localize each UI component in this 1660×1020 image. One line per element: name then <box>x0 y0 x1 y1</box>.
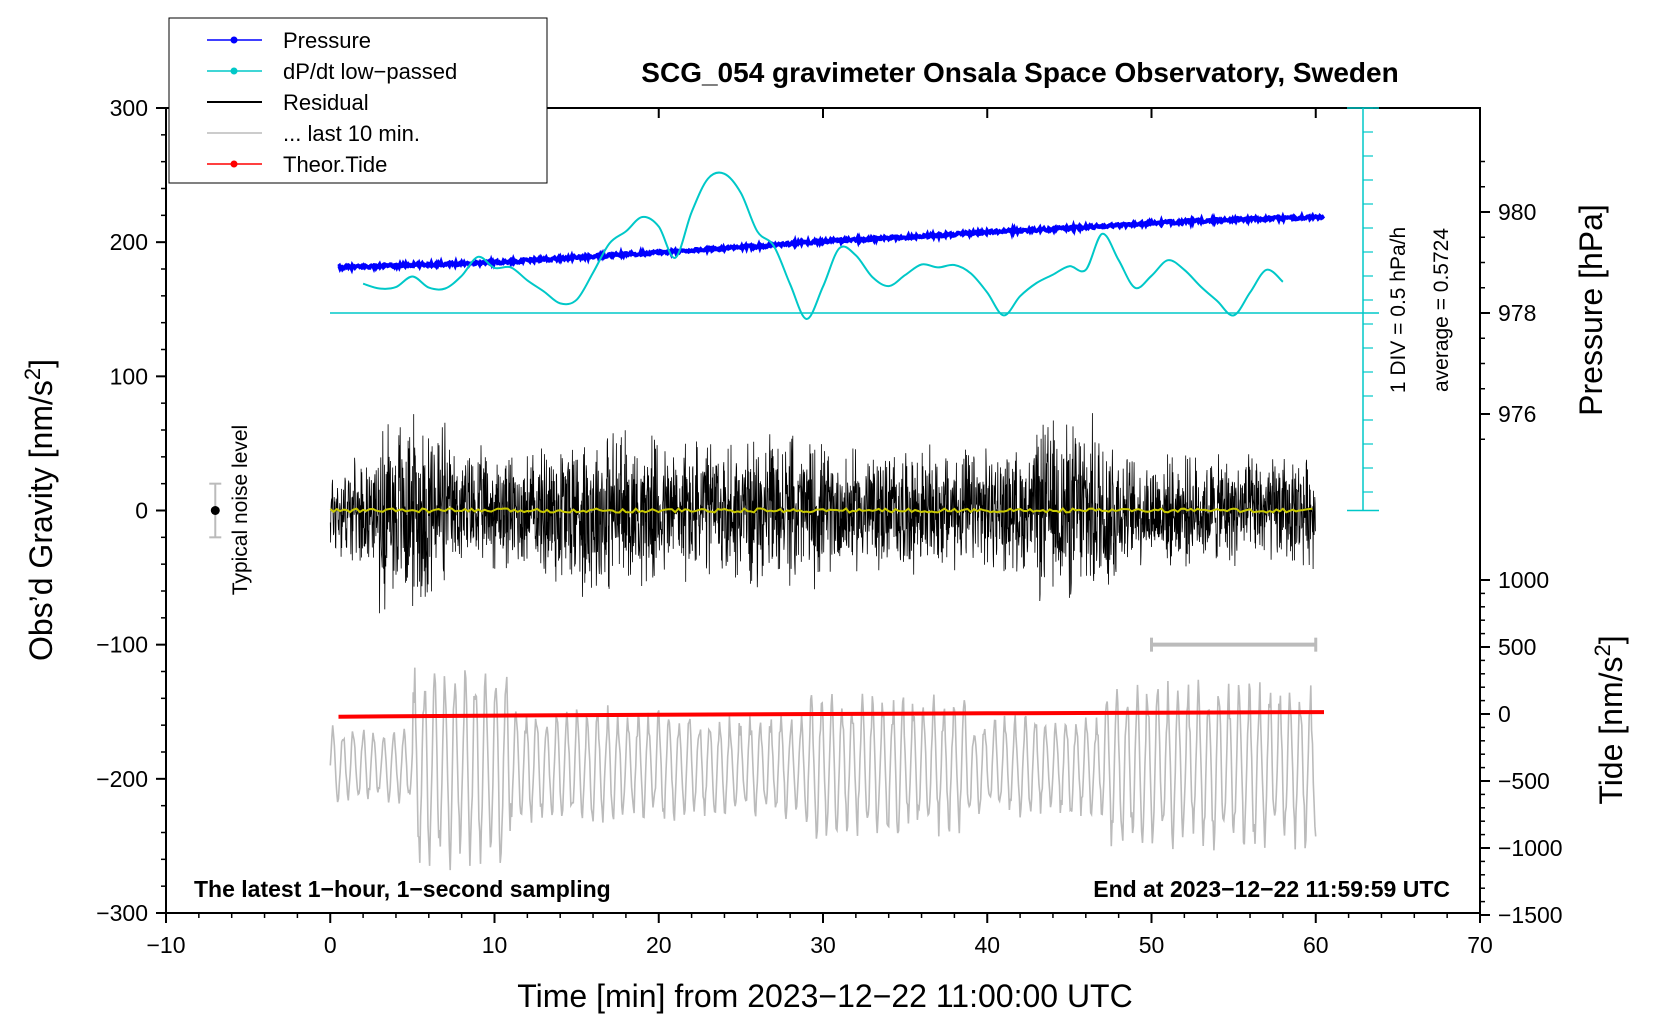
legend-marker <box>230 36 238 44</box>
legend-box <box>168 17 548 184</box>
x-tick-label: 0 <box>324 932 337 958</box>
y-tick-label: 0 <box>135 498 148 524</box>
dpdt-average-label: average = 0.5724 <box>1430 228 1453 392</box>
y-tick-label: −300 <box>96 900 148 926</box>
y-tick-label: −100 <box>96 632 148 658</box>
chart-title: SCG_054 gravimeter Onsala Space Observat… <box>641 57 1398 88</box>
legend-items: Pressure dP/dt low−passed Residual ... last… <box>207 28 457 177</box>
legend-marker <box>230 67 238 75</box>
tide-line <box>338 710 1325 719</box>
y-axis-label-pressure: Pressure [hPa] <box>1573 204 1609 416</box>
legend-label: Theor.Tide <box>283 152 387 177</box>
residual-line <box>329 413 1316 614</box>
y-tick-label: 100 <box>110 363 148 389</box>
y-axis-label-left: Obs’d Gravity [nm/s2] <box>20 359 59 661</box>
tide-tick-label: 500 <box>1498 634 1536 660</box>
y-axis-label-tide: Tide [nm/s2] <box>1590 635 1629 804</box>
legend-label: Residual <box>283 90 369 115</box>
x-tick-label: 70 <box>1467 932 1493 958</box>
last-10-min-line <box>329 667 1317 871</box>
y-tick-label: 200 <box>110 229 148 255</box>
x-tick-label: 60 <box>1303 932 1329 958</box>
residual-mean-line <box>329 506 1313 514</box>
tide-tick-label: −1000 <box>1498 835 1563 861</box>
x-axis-label: Time [min] from 2023−12−22 11:00:00 UTC <box>517 978 1132 1014</box>
pressure-tick-label: 978 <box>1498 300 1536 326</box>
dpdt-scale-label: 1 DIV = 0.5 hPa/h <box>1387 227 1410 393</box>
legend-label: Pressure <box>283 28 371 53</box>
y-tick-label: −200 <box>96 766 148 792</box>
x-tick-label: −10 <box>146 932 185 958</box>
x-tick-label: 30 <box>810 932 836 958</box>
tide-tick-label: −1500 <box>1498 902 1563 928</box>
noise-bar-dot <box>210 506 220 515</box>
legend-marker <box>230 160 238 168</box>
bottom-right-caption: End at 2023−12−22 11:59:59 UTC <box>1093 876 1450 902</box>
pressure-tick-label: 976 <box>1498 401 1536 427</box>
bottom-left-caption: The latest 1−hour, 1−second sampling <box>194 876 611 902</box>
pressure-tick-label: 980 <box>1498 199 1536 225</box>
legend-label: ... last 10 min. <box>283 121 420 146</box>
axis-ticks: −10 0 10 20 30 40 50 60 70−300−200−1000100200300… <box>96 95 1562 958</box>
series-layer <box>209 107 1379 871</box>
tide-tick-label: 1000 <box>1498 567 1549 593</box>
y-tick-label: 300 <box>110 95 148 121</box>
tide-tick-label: 0 <box>1498 701 1511 727</box>
x-tick-label: 20 <box>646 932 672 958</box>
x-tick-label: 40 <box>974 932 1000 958</box>
dpdt-line <box>362 171 1284 320</box>
pressure-line <box>337 210 1326 275</box>
tide-tick-label: −500 <box>1498 768 1550 794</box>
legend: Pressure dP/dt low−passed Residual ... last… <box>168 17 548 184</box>
x-tick-label: 50 <box>1139 932 1165 958</box>
noise-level-label: Typical noise level <box>229 425 252 595</box>
x-tick-label: 10 <box>482 932 508 958</box>
legend-label: dP/dt low−passed <box>283 59 457 84</box>
